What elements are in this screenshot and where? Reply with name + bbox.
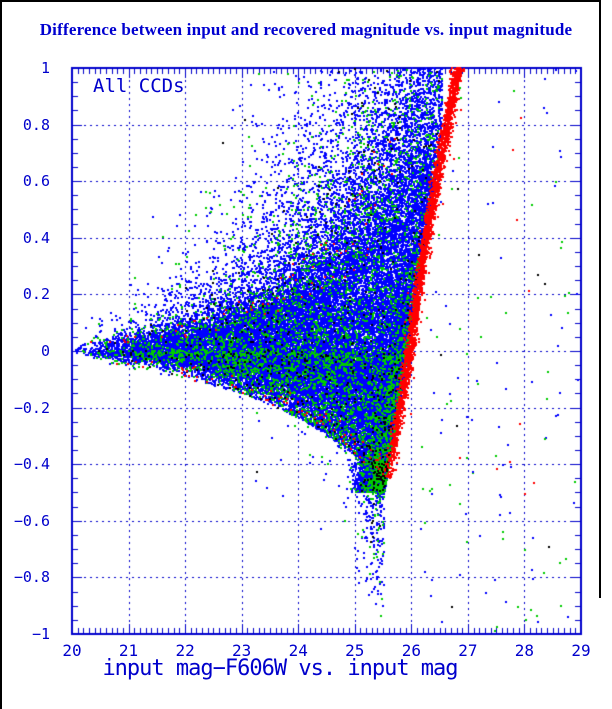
x-axis-title: input mag−F606W vs. input mag [102,656,458,681]
y-tick-label: 0.4 [22,228,50,247]
x-tick-label: 25 [345,641,365,660]
y-tick-label: −0.2 [13,398,50,417]
page-border-right [599,0,601,598]
y-tick-label: −0.4 [13,455,50,474]
y-tick-label: 0.2 [22,285,50,304]
y-tick-label: 0.6 [22,172,50,191]
page-border-top [0,0,601,2]
y-tick-label: −1 [31,625,50,643]
x-tick-label: 23 [232,641,252,660]
page-border-left [0,0,2,709]
y-tick-label: 1 [40,59,50,77]
x-tick-label: 28 [514,641,535,660]
ccd-annotation: All CCDs [93,75,185,97]
y-tick-label: −0.6 [13,511,50,530]
x-tick-label: 27 [458,641,478,660]
y-tick-label: 0 [40,342,50,360]
chart-title: Difference between input and recovered m… [39,20,573,39]
x-tick-label: 26 [401,641,421,660]
y-tick-label: −0.8 [13,568,50,587]
x-tick-label: 21 [118,641,139,660]
x-tick-label: 20 [62,641,82,660]
y-tick-label: 0.8 [22,115,50,134]
x-tick-label: 29 [571,641,591,660]
x-tick-label: 24 [288,641,308,660]
x-tick-label: 22 [175,641,195,660]
